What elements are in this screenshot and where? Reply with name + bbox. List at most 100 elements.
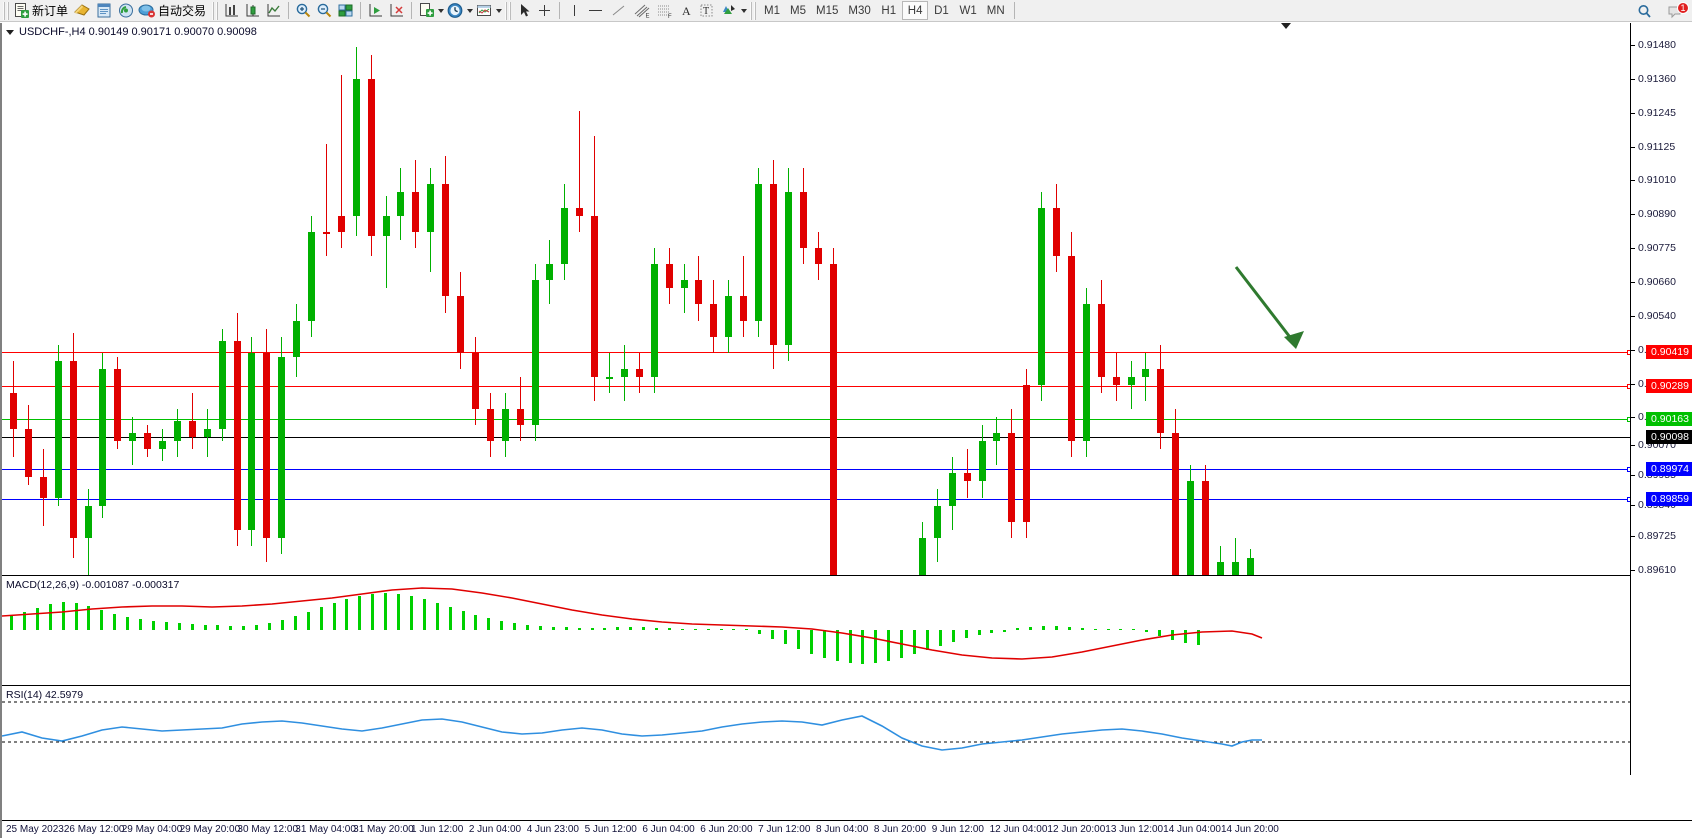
arrows-dropdown-caret[interactable] [741,8,748,13]
candle [1097,23,1105,775]
indicator-list-icon [74,4,90,16]
candle [784,23,792,775]
new-chart-dropdown-caret[interactable] [438,8,445,13]
candle [412,23,420,775]
toolbar-grip[interactable] [3,1,9,20]
chart-shift-button[interactable] [365,1,386,21]
line-chart-button[interactable] [263,1,284,21]
candle [322,23,330,775]
candle-body [993,433,1001,442]
timeframe-m5[interactable]: M5 [790,4,807,17]
date-axis[interactable]: 25 May 2023 26 May 12:00 29 May 04:00 29 Ma… [2,820,1692,838]
candle-body [457,296,464,353]
timeframe-d1[interactable]: D1 [934,4,949,17]
macd-bar [629,627,633,630]
toolbar-separator-1 [288,2,290,19]
timeframe-m30[interactable]: M30 [848,4,871,17]
navigator-button[interactable] [115,1,137,21]
equidistant-channel-button[interactable]: E [630,1,653,21]
macd-bar [100,610,104,630]
date-tick-label: 12 Jun 04:00 [989,824,1048,835]
chart-object-marker[interactable] [1281,23,1291,29]
price-label-entry[interactable]: 0.90163 [1646,412,1692,426]
auto-scroll-button[interactable] [386,1,407,21]
price-label-target-lower[interactable]: 0.89859 [1646,492,1692,506]
data-window-button[interactable] [93,1,115,21]
toolbar-grip-3[interactable] [505,1,512,20]
timeframe-h1[interactable]: H1 [881,4,897,17]
new-chart-button[interactable] [416,1,437,21]
candle [173,23,181,775]
timeframe-m15[interactable]: M15 [816,4,839,17]
chart-menu-caret-icon[interactable] [6,29,14,35]
candle [1023,23,1031,775]
candlestick-chart-button[interactable] [242,1,263,21]
vertical-line-button[interactable] [564,1,584,21]
price-label-target-upper[interactable]: 0.89974 [1646,462,1692,476]
zoom-out-button[interactable] [314,1,335,21]
candle-body [546,264,554,281]
candle-body [218,340,226,430]
messages-button[interactable]: 1 [1665,1,1689,21]
macd-bar [345,599,349,630]
text-label-button[interactable]: T [696,1,717,21]
new-order-button[interactable]: 新订单 [12,1,71,21]
indicator-list-button[interactable] [71,1,93,21]
candle-body [173,421,181,442]
fibonacci-button[interactable]: F [653,1,676,21]
macd-bar [874,630,878,663]
bar-chart-button[interactable] [221,1,242,21]
candle-wick [385,195,387,289]
clock-icon [447,3,463,18]
candle-body [39,477,47,498]
period-dropdown-caret[interactable] [467,8,474,13]
candle [457,23,464,775]
price-label-resistance-upper[interactable]: 0.90419 [1646,345,1692,359]
tile-windows-icon [338,4,353,17]
cursor-button[interactable] [514,1,534,21]
price-label-resistance-lower[interactable]: 0.90289 [1646,379,1692,393]
period-button[interactable] [444,1,466,21]
price-chart-panel[interactable] [2,23,1632,775]
date-tick-label: 8 Jun 20:00 [873,824,927,835]
templates-dropdown-caret[interactable] [496,8,503,13]
zoom-in-button[interactable] [293,1,314,21]
horizontal-line-button[interactable] [584,1,607,21]
timeframe-m1[interactable]: M1 [764,4,781,17]
candle [650,23,658,775]
candle-body [933,505,941,538]
candle [814,23,822,775]
candle [218,23,226,775]
timeframe-w1[interactable]: W1 [959,4,977,17]
toolbar-grip-2[interactable] [212,1,219,20]
candle-body [263,352,271,538]
search-button[interactable] [1634,1,1655,21]
arrows-button[interactable] [717,1,740,21]
autotrading-button[interactable]: 自动交易 [137,1,209,21]
tile-windows-button[interactable] [335,1,356,21]
macd-bar [1016,628,1020,630]
toolbar-grip-4[interactable] [750,1,757,20]
price-tick: 0.90660 [1631,276,1692,288]
trendline-button[interactable] [607,1,630,21]
timeframe-h4[interactable]: H4 [901,1,929,20]
rsi-panel[interactable]: RSI(14) 42.5979 100 80 50 20 15 [1,685,1692,777]
auto-scroll-icon [390,4,404,17]
macd-bar [977,630,981,635]
candle-body [1053,207,1060,257]
candle [665,23,673,775]
toolbar-right-group: 1 [1634,0,1689,22]
chart-window[interactable]: USDCHF-,H4 0.90149 0.90171 0.90070 0.900… [0,23,1692,838]
candle [1157,23,1165,775]
templates-button[interactable] [473,1,495,21]
candle-body [308,232,315,321]
macd-panel[interactable]: MACD(12,26,9) -0.001087 -0.000317 0.0022… [1,575,1692,685]
down-trend-arrow-icon[interactable] [1230,261,1320,361]
candle [501,23,509,775]
candle-body [650,264,658,377]
text-button[interactable]: A [676,1,696,21]
trendline-icon [612,5,625,16]
timeframe-mn[interactable]: MN [986,4,1005,17]
price-axis[interactable]: 0.91480 0.91360 0.91245 0.91125 0.91010 … [1630,23,1692,775]
crosshair-button[interactable] [534,1,555,21]
